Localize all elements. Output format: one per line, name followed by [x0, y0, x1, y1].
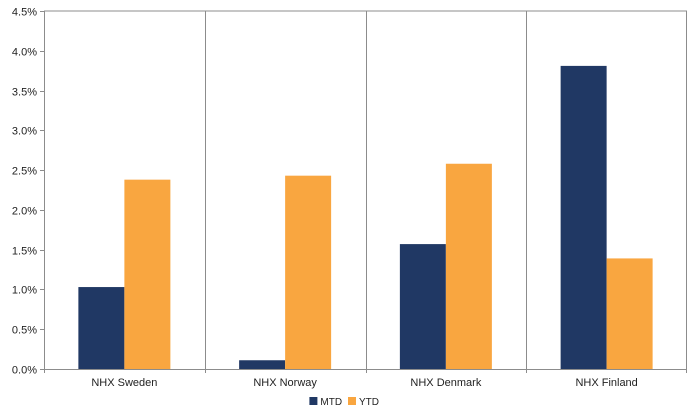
bar-ytd-nhx-norway: [285, 175, 332, 369]
bar-ytd-nhx-finland: [606, 258, 653, 369]
y-tick-label: 2.5%: [12, 166, 37, 178]
y-tick-label: 0.5%: [12, 325, 37, 337]
y-tick-label: 3.5%: [12, 87, 37, 99]
bar-mtd-nhx-finland: [560, 65, 607, 369]
legend-label-ytd: YTD: [359, 397, 379, 408]
x-tick-label: NHX Denmark: [410, 377, 481, 389]
legend-label-mtd: MTD: [320, 397, 342, 408]
y-tick-label: 1.0%: [12, 285, 37, 297]
y-tick-label: 4.0%: [12, 47, 37, 59]
bar-ytd-nhx-sweden: [124, 179, 171, 369]
y-tick-label: 0.0%: [12, 365, 37, 377]
bar-mtd-nhx-denmark: [399, 244, 446, 369]
bar-mtd-nhx-norway: [239, 360, 286, 369]
y-tick-label: 4.5%: [12, 7, 37, 19]
legend-swatch-ytd: [348, 397, 356, 405]
x-tick-label: NHX Sweden: [91, 377, 157, 389]
y-tick-label: 3.0%: [12, 126, 37, 138]
bar-mtd-nhx-sweden: [78, 287, 125, 369]
bar-ytd-nhx-denmark: [445, 163, 492, 369]
x-tick-label: NHX Finland: [575, 377, 637, 389]
y-tick-label: 1.5%: [12, 246, 37, 258]
y-tick-label: 2.0%: [12, 206, 37, 218]
legend-swatch-mtd: [309, 397, 318, 405]
x-tick-label: NHX Norway: [253, 377, 317, 389]
